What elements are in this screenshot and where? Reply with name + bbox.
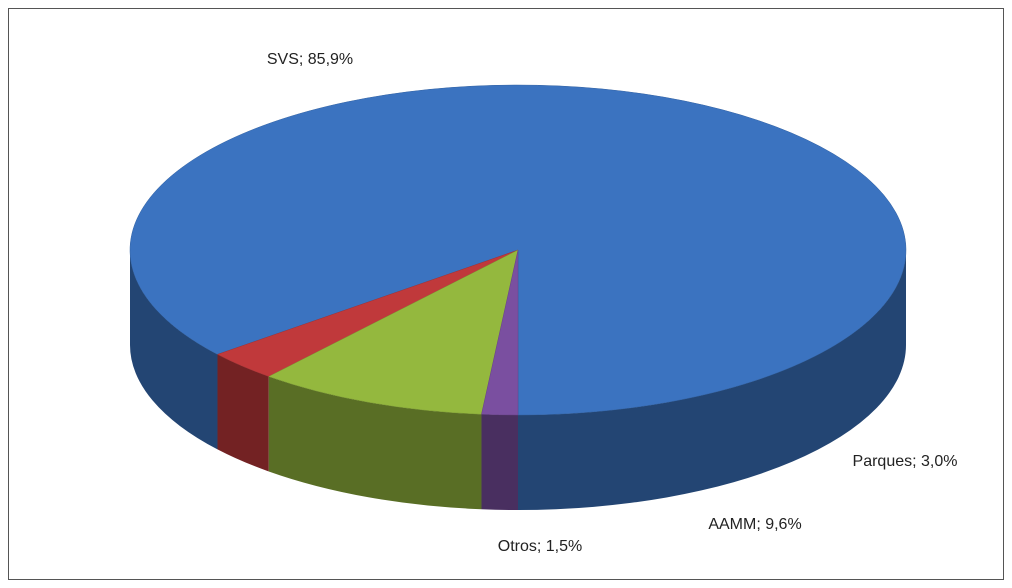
slice-side	[268, 376, 482, 510]
slice-side	[518, 250, 906, 510]
pie	[129, 84, 907, 510]
slice	[129, 84, 907, 416]
data-label: Parques; 3,0%	[853, 453, 958, 470]
slice-side	[217, 354, 269, 472]
slice	[268, 249, 519, 415]
slice-side	[481, 414, 518, 510]
data-label: Otros; 1,5%	[498, 538, 582, 555]
data-label: AAMM; 9,6%	[708, 516, 801, 533]
data-label: SVS; 85,9%	[267, 51, 353, 68]
slice	[481, 249, 519, 416]
slice-side	[130, 250, 218, 450]
